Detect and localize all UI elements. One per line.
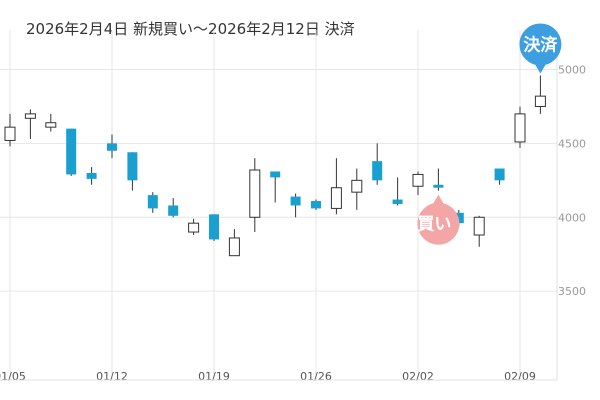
- candle-body-up: [412, 173, 424, 187]
- candle-body-down: [392, 199, 403, 204]
- candle-body-down: [372, 161, 383, 181]
- x-tick-label: 01/12: [96, 370, 128, 383]
- candle-body-down: [453, 212, 464, 224]
- candle-body-up: [534, 95, 546, 107]
- candle-body-down: [168, 205, 179, 216]
- buy-marker-label: 買い: [417, 215, 451, 235]
- candle-body-down: [494, 168, 505, 181]
- candle-body-down: [270, 171, 281, 178]
- candle-body-up: [4, 126, 16, 141]
- candle-body-down: [86, 172, 97, 179]
- candle-body-up: [249, 169, 261, 218]
- x-tick-label: 01/05: [0, 370, 26, 383]
- candle-body-up: [24, 113, 36, 119]
- candle-body-down: [107, 143, 117, 151]
- candle-body-down: [290, 196, 301, 206]
- candle-body-down: [311, 201, 321, 209]
- candle-body-up: [45, 122, 57, 128]
- candle-body-down: [127, 152, 138, 181]
- y-tick-label: 3500: [558, 285, 586, 298]
- x-tick-label: 02/02: [402, 370, 434, 383]
- candle-body-down: [209, 214, 219, 240]
- buy-marker-bubble: [417, 202, 460, 245]
- candle-body-up: [473, 216, 485, 236]
- candle-body-up: [228, 237, 240, 257]
- x-tick-label: 01/19: [198, 370, 230, 383]
- candle-body-up: [330, 187, 342, 209]
- settle-marker-bubble: [519, 23, 562, 66]
- candle-body-down: [433, 184, 444, 188]
- candle-body-down: [66, 128, 77, 175]
- y-tick-label: 5000: [558, 64, 586, 77]
- chart-title: 2026年2月4日 新規買い〜2026年2月12日 決済: [26, 20, 355, 38]
- x-tick-label: 01/26: [300, 370, 332, 383]
- settle-marker-label: 決済: [523, 34, 558, 55]
- candle-body-up: [188, 222, 200, 233]
- candle-body-down: [147, 195, 158, 209]
- candle-body-up: [351, 179, 363, 193]
- y-tick-label: 4500: [558, 137, 586, 150]
- x-tick-label: 02/09: [504, 370, 536, 383]
- candle-body-up: [514, 113, 526, 143]
- y-tick-label: 4000: [558, 211, 586, 224]
